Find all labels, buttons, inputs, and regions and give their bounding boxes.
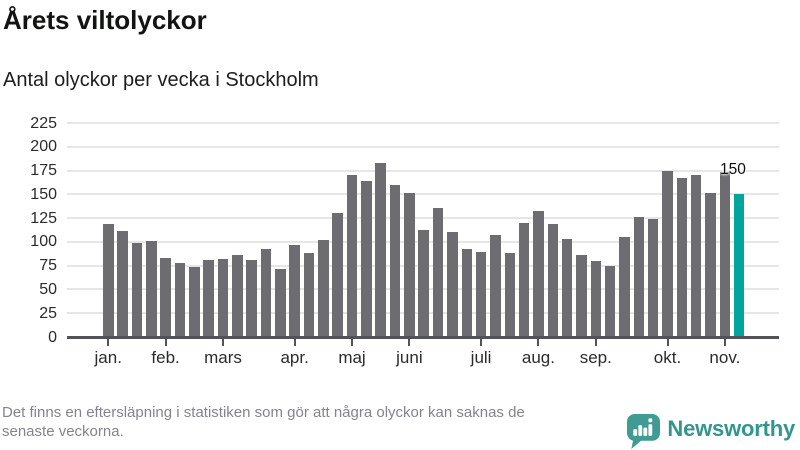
x-axis-tick	[293, 339, 296, 346]
x-axis-tick	[480, 339, 483, 346]
bar	[561, 239, 573, 337]
x-axis-tick	[351, 339, 354, 346]
gridline	[67, 145, 779, 148]
bar	[518, 222, 530, 337]
y-axis-label: 125	[30, 209, 57, 227]
bar	[303, 253, 315, 337]
bar	[346, 175, 358, 337]
bar	[461, 248, 472, 337]
x-axis-tick	[408, 339, 411, 346]
y-axis-label: 225	[30, 114, 57, 132]
bar	[117, 231, 128, 337]
bar	[418, 229, 429, 337]
x-axis-tick	[164, 339, 167, 346]
bar	[146, 240, 157, 337]
bar	[246, 259, 257, 337]
newsworthy-logo-icon	[627, 413, 661, 449]
bar	[547, 223, 559, 337]
bar	[361, 181, 372, 337]
x-axis-label: mars	[204, 348, 242, 367]
x-axis-label: okt.	[653, 348, 682, 367]
x-axis-label: maj	[338, 348, 366, 367]
y-axis-label: 25	[39, 304, 57, 322]
x-axis-line	[67, 336, 779, 339]
x-axis-label: sep.	[579, 348, 612, 367]
bar	[633, 217, 645, 337]
bar	[260, 248, 272, 337]
current-week-value-label: 150	[719, 161, 746, 179]
x-axis-label: jan.	[94, 348, 122, 367]
bar	[318, 239, 329, 337]
gridline	[67, 122, 779, 124]
bar	[490, 235, 501, 337]
bar	[504, 253, 516, 337]
y-axis-label: 175	[30, 162, 57, 180]
bar	[203, 259, 214, 337]
bar-chart: 0 25 50 75 100 125 150 175 200 225 jan. feb. mars apr…	[30, 114, 779, 367]
x-axis-label: apr.	[280, 348, 309, 367]
bar	[174, 262, 186, 337]
bar	[604, 265, 616, 337]
y-axis-label: 100	[30, 233, 57, 251]
x-axis-tick	[537, 339, 540, 346]
bar	[389, 184, 401, 337]
bar	[590, 260, 602, 337]
y-axis-label: 0	[48, 328, 57, 346]
x-axis-tick	[221, 339, 224, 346]
bar	[662, 170, 673, 337]
bar	[676, 178, 688, 337]
bar	[131, 242, 143, 337]
gridline	[67, 217, 779, 220]
bar	[647, 219, 659, 337]
bar	[332, 213, 343, 337]
y-axis-label: 50	[39, 280, 57, 298]
gridline	[67, 193, 779, 196]
bar	[619, 237, 630, 337]
x-axis-tick	[666, 339, 669, 346]
x-axis-label: nov.	[709, 348, 741, 367]
page-title: Årets viltolyckor	[3, 5, 207, 35]
x-axis-label: aug.	[521, 348, 555, 367]
bar	[232, 255, 243, 337]
x-axis-label: feb.	[151, 348, 180, 367]
newsworthy-logo: Newsworthy	[627, 412, 795, 450]
bar	[189, 266, 200, 337]
y-axis-label: 200	[30, 138, 57, 156]
x-axis-label: juni	[396, 348, 423, 367]
bar	[432, 207, 444, 337]
bar	[217, 259, 229, 337]
logo-bars-glyph	[633, 417, 653, 436]
bar	[719, 171, 731, 337]
x-axis-label: juli	[470, 348, 492, 367]
x-axis-tick	[723, 339, 726, 346]
newsworthy-wordmark: Newsworthy	[667, 416, 795, 441]
bar	[160, 258, 171, 337]
bar	[103, 223, 114, 337]
gridline	[67, 169, 779, 172]
bar	[289, 244, 300, 337]
bar	[275, 269, 286, 337]
bar	[690, 175, 702, 337]
footnote: Det finns en eftersläpning i statistiken…	[2, 403, 525, 441]
bar	[375, 162, 386, 337]
y-axis-label: 150	[30, 185, 57, 203]
bar	[475, 252, 487, 337]
x-axis-tick	[594, 339, 597, 346]
chart-subtitle: Antal olyckor per vecka i Stockholm	[3, 69, 319, 91]
y-axis-label: 75	[39, 257, 57, 275]
x-axis-tick	[107, 339, 110, 346]
bar	[576, 255, 587, 337]
footnote-line: senaste veckorna.	[2, 423, 124, 440]
bar	[447, 232, 458, 337]
bar	[533, 211, 544, 337]
bar	[404, 193, 415, 337]
footnote-line: Det finns en eftersläpning i statistiken…	[2, 404, 525, 421]
bar-highlight-current-week	[733, 194, 745, 337]
bar	[705, 193, 716, 337]
